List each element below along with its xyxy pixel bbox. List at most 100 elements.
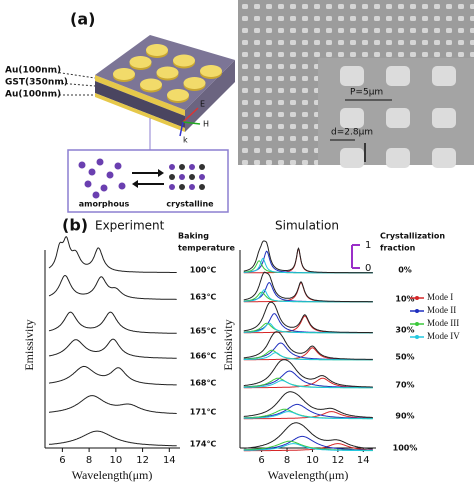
sem-dot xyxy=(254,148,260,153)
sem-dot xyxy=(254,100,260,105)
x-tick-label: 12 xyxy=(136,455,149,466)
sem-square xyxy=(340,66,364,86)
sem-dot xyxy=(434,4,440,9)
panel-label: (b) xyxy=(62,216,88,235)
spectrum xyxy=(48,365,177,386)
atom xyxy=(199,164,205,170)
total-curve xyxy=(243,422,373,450)
mode-curve xyxy=(243,315,373,334)
spectrum xyxy=(48,311,177,334)
legend-label: Mode II xyxy=(427,305,456,315)
sem-dot xyxy=(422,40,428,45)
sem-dot xyxy=(290,136,296,141)
sem-dot xyxy=(458,52,464,57)
sem-dot xyxy=(278,136,284,141)
sem-dot xyxy=(254,52,260,57)
atom xyxy=(78,161,86,169)
sem-dot xyxy=(290,64,296,69)
sem-square xyxy=(386,108,410,128)
sem-dot xyxy=(470,52,474,57)
total-curve xyxy=(243,301,373,334)
disk xyxy=(200,65,222,77)
sem-dot xyxy=(242,52,248,57)
sem-dot xyxy=(242,28,248,33)
mode-curve xyxy=(243,250,373,274)
sem-dot xyxy=(470,40,474,45)
legend-marker xyxy=(415,335,419,339)
disk xyxy=(129,56,152,68)
sem-dot xyxy=(302,100,308,105)
sem-dot xyxy=(302,52,308,57)
atom xyxy=(84,180,92,188)
layer-label: GST(350nm) xyxy=(5,78,68,88)
axis-label: E xyxy=(200,100,205,109)
layer-label: Au(100nm) xyxy=(5,66,61,76)
sem-dot xyxy=(290,124,296,129)
sem-dot xyxy=(350,40,356,45)
arrowhead xyxy=(158,169,164,177)
sem-dot xyxy=(242,76,248,81)
sem-dot xyxy=(302,28,308,33)
legend-marker xyxy=(415,322,419,326)
spectrum xyxy=(49,395,177,414)
sem-dot xyxy=(374,16,380,21)
legend-label: Mode IV xyxy=(427,331,460,341)
sem-dot xyxy=(278,88,284,93)
panel-label: (a) xyxy=(70,10,95,29)
legend-label: Mode I xyxy=(427,292,453,302)
atom xyxy=(179,174,185,180)
sem-dot xyxy=(338,28,344,33)
sem-dot xyxy=(470,16,474,21)
period-label: P=5μm xyxy=(350,88,383,98)
sem-dot xyxy=(254,40,260,45)
sem-dot xyxy=(242,112,248,117)
disk xyxy=(183,77,206,89)
sem-dot xyxy=(266,16,272,21)
legend-marker xyxy=(415,296,419,300)
sem-dot xyxy=(350,28,356,33)
sem-dot xyxy=(278,4,284,9)
sem-square xyxy=(432,148,456,168)
fraction-label: 0% xyxy=(398,266,412,275)
sem-dot xyxy=(302,124,308,129)
legend-title: temperature xyxy=(178,244,236,253)
spectrum xyxy=(48,274,177,300)
spectrum xyxy=(48,338,177,359)
sem-dot xyxy=(434,28,440,33)
sem-dot xyxy=(338,16,344,21)
sem-dot xyxy=(302,160,308,165)
sem-dot xyxy=(278,100,284,105)
sem-dot xyxy=(410,52,416,57)
sem-dot xyxy=(242,100,248,105)
x-tick-label: 14 xyxy=(163,455,176,466)
fraction-label: 30% xyxy=(395,326,414,335)
atom xyxy=(169,164,175,170)
sem-square xyxy=(432,66,456,86)
atom xyxy=(106,171,114,179)
sem-squares xyxy=(340,66,456,168)
sem-dot xyxy=(266,148,272,153)
total-curve xyxy=(243,331,373,360)
sem-dot xyxy=(386,4,392,9)
sem-dot xyxy=(398,52,404,57)
fraction-label: 50% xyxy=(395,353,414,362)
sem-dot xyxy=(290,40,296,45)
sem-dot xyxy=(266,124,272,129)
atom xyxy=(92,191,100,199)
sem-dot xyxy=(278,124,284,129)
arrowhead xyxy=(132,180,138,188)
sem-dot xyxy=(290,28,296,33)
sem-dot xyxy=(302,16,308,21)
sem-dot xyxy=(266,160,272,165)
sem-dot xyxy=(386,28,392,33)
x-tick-label: 10 xyxy=(306,455,319,466)
scale-title: Crystallization xyxy=(380,232,445,241)
atom xyxy=(169,184,175,190)
sem-dot xyxy=(278,160,284,165)
x-tick-label: 6 xyxy=(258,455,264,466)
sem-dot xyxy=(290,52,296,57)
sem-dot xyxy=(398,28,404,33)
sem-dot xyxy=(362,28,368,33)
scale-tick-label: 1 xyxy=(365,240,371,251)
sem-dot xyxy=(350,4,356,9)
